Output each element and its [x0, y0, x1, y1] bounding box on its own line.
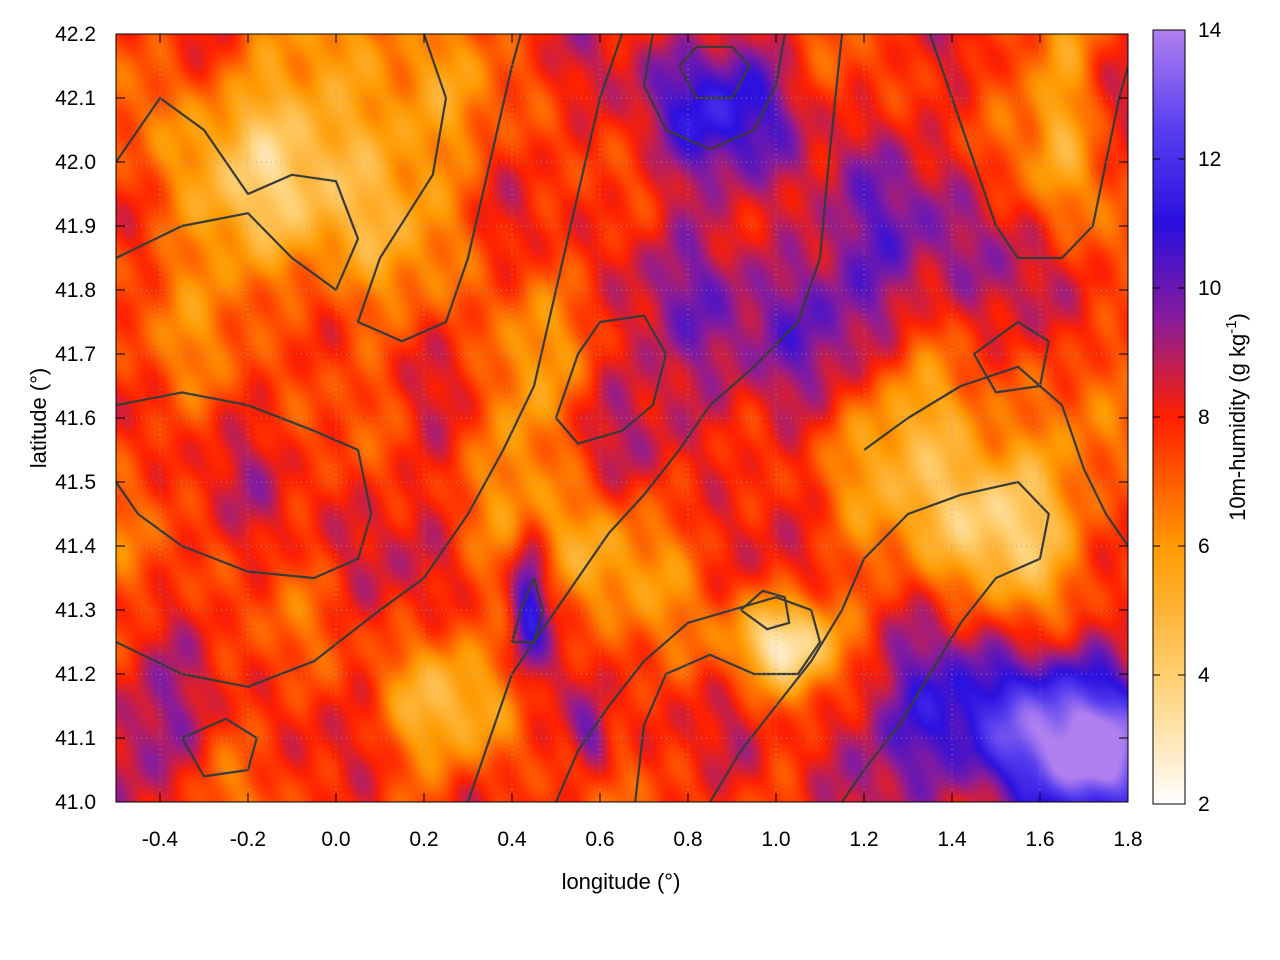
contour-line-0 [116, 96, 360, 292]
y-tick-label: 41.5 [55, 471, 96, 494]
colorbar-title-close: ) [1225, 313, 1250, 320]
x-tick-label: 1.0 [761, 828, 790, 851]
colorbar-ticks [1153, 29, 1185, 805]
colorbar-tick-label: 14 [1198, 19, 1222, 42]
contour-line-9 [642, 34, 786, 151]
y-axis-tick-labels: 41.0 41.1 41.2 41.3 41.4 41.5 41.6 41.7 41.8 41.9… [55, 23, 96, 814]
y-tick-label: 41.6 [55, 407, 96, 430]
grid-lines [116, 34, 1128, 802]
x-tick-label: 1.6 [1025, 828, 1054, 851]
x-axis-title: longitude (°) [562, 869, 681, 894]
colorbar-tick-label: 6 [1198, 535, 1210, 558]
colorbar-title-exponent: -1 [1223, 320, 1240, 333]
contour-line-8 [928, 34, 1128, 260]
y-axis-title: latitude (°) [26, 368, 51, 469]
contour-line-1 [356, 34, 522, 343]
y-tick-label: 41.2 [55, 663, 96, 686]
x-tick-label: 0.4 [497, 828, 527, 851]
y-tick-label: 41.3 [55, 599, 96, 622]
x-tick-label: 1.8 [1113, 828, 1142, 851]
x-tick-label: 1.2 [849, 828, 878, 851]
y-tick-label: 42.0 [55, 151, 96, 174]
colorbar-tick-labels: 2 4 6 8 10 12 14 [1198, 19, 1222, 816]
colorbar-tick-label: 12 [1198, 148, 1221, 171]
axis-ticks [116, 33, 1129, 803]
contour-line-4 [466, 34, 844, 802]
y-tick-label: 41.0 [55, 791, 96, 814]
x-tick-label: 0.6 [585, 828, 614, 851]
y-tick-label: 41.9 [55, 215, 96, 238]
contour-line-6 [709, 480, 1050, 802]
plot-area [115, 33, 1129, 803]
x-tick-label: 1.4 [937, 828, 967, 851]
colorbar-tick-label: 2 [1198, 793, 1210, 816]
x-tick-label: -0.2 [230, 828, 266, 851]
x-tick-label: 0.0 [321, 828, 350, 851]
y-tick-label: 41.4 [55, 535, 96, 558]
colorbar: 2 4 6 8 10 12 14 10m-humidity (g kg-1) [1152, 19, 1250, 816]
colorbar-title: 10m-humidity (g kg-1) [1223, 313, 1250, 521]
y-tick-label: 41.1 [55, 727, 96, 750]
colorbar-tick-label: 4 [1198, 664, 1210, 687]
contour-line-15 [973, 320, 1050, 394]
contour-line-14 [181, 717, 258, 778]
y-tick-label: 42.1 [55, 87, 96, 110]
colorbar-title-main: 10m-humidity (g kg [1225, 334, 1250, 521]
colorbar-tick-label: 10 [1198, 277, 1221, 300]
y-tick-label: 41.7 [55, 343, 96, 366]
x-tick-label: -0.4 [142, 828, 179, 851]
y-tick-label: 41.8 [55, 279, 96, 302]
x-axis-tick-labels: -0.4 -0.2 0.0 0.2 0.4 0.6 0.8 1.0 1.2 1.4 1.6 1.8 [142, 828, 1143, 851]
x-tick-label: 0.2 [409, 828, 438, 851]
colorbar-tick-label: 8 [1198, 406, 1210, 429]
y-tick-label: 42.2 [55, 23, 96, 46]
contour-lines [116, 34, 1128, 802]
x-tick-label: 0.8 [673, 828, 702, 851]
contour-line-3 [116, 34, 624, 688]
contour-line-12 [510, 576, 544, 644]
contour-line-2 [116, 391, 373, 580]
